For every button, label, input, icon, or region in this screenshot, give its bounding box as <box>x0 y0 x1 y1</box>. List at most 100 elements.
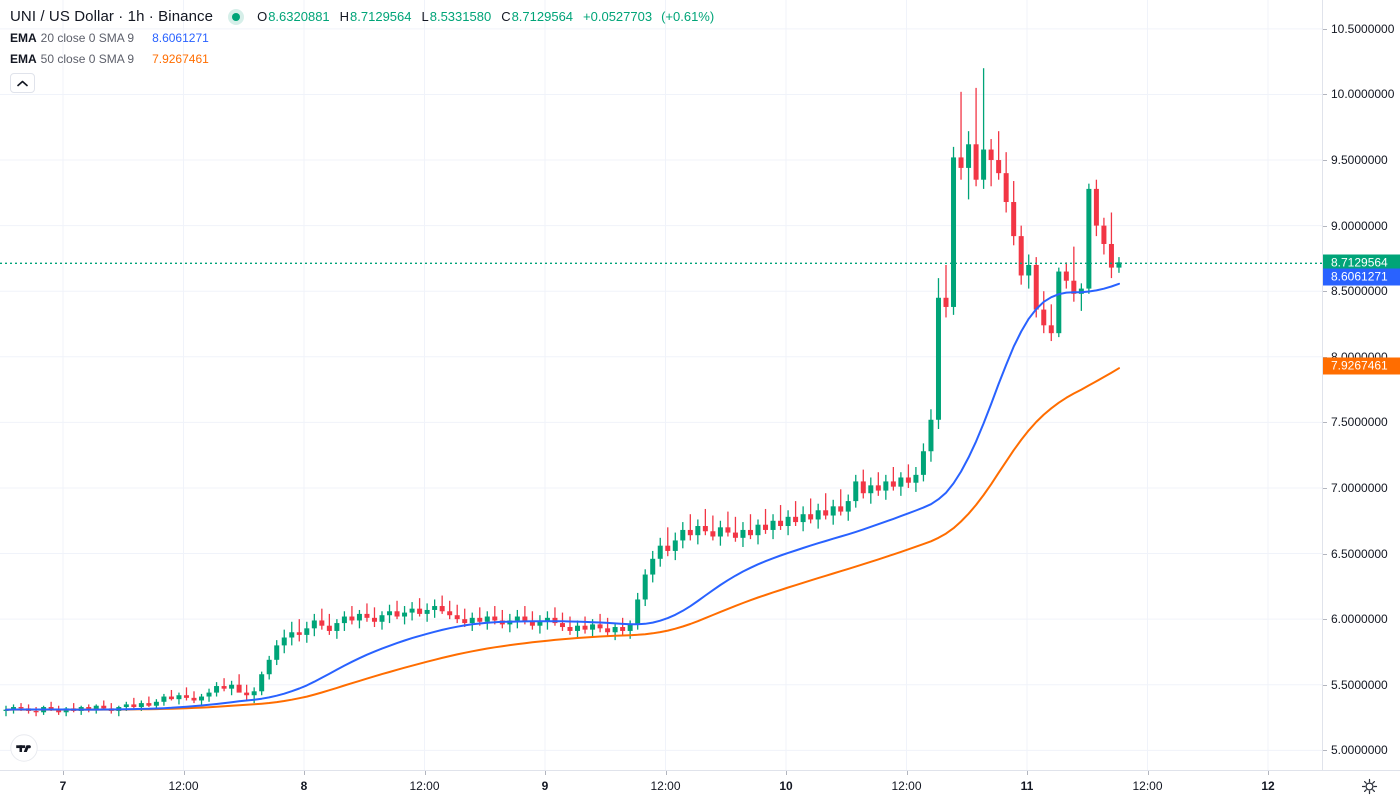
candle-body <box>11 707 17 710</box>
candle-body <box>1048 325 1054 334</box>
time-axis-tick <box>906 771 908 775</box>
price-axis-tick <box>1323 553 1327 555</box>
price-axis-tick <box>1323 160 1327 162</box>
legend-indicator-ema50[interactable]: EMA 50 close 0 SMA 9 7.9267461 <box>10 48 715 69</box>
time-axis-label: 12:00 <box>409 779 440 793</box>
chart-legend: UNI / US Dollar · 1h · Binance O8.632088… <box>10 6 715 93</box>
candle-body <box>319 620 325 626</box>
ema20-price-tag[interactable]: 8.6061271 <box>1323 268 1400 286</box>
candle-body <box>176 695 182 700</box>
candle-body <box>1108 243 1114 268</box>
price-axis-tick <box>1323 225 1327 227</box>
price-axis-label: 7.0000000 <box>1331 480 1388 495</box>
candle-body <box>815 510 821 520</box>
candle-body <box>259 674 265 692</box>
candle-body <box>244 692 250 696</box>
candle-body <box>18 707 24 709</box>
candle-body <box>567 627 573 631</box>
legend-indicator-ema20[interactable]: EMA 20 close 0 SMA 9 8.6061271 <box>10 27 715 48</box>
candle-body <box>763 524 769 530</box>
series-visibility-icon[interactable] <box>223 8 249 26</box>
price-axis-tick <box>1323 684 1327 686</box>
candle-body <box>920 451 926 475</box>
time-axis-label: 12:00 <box>168 779 199 793</box>
candle-body <box>1041 309 1047 326</box>
price-axis-label: 5.0000000 <box>1331 743 1388 758</box>
candle-body <box>537 621 543 626</box>
candle-body <box>928 419 934 452</box>
candle-body <box>627 624 633 631</box>
candle-body <box>1101 225 1107 244</box>
ohlc-change-pct: (+0.61%) <box>661 9 715 24</box>
candle-body <box>702 526 708 532</box>
candle-body <box>755 524 761 536</box>
candle-body <box>672 540 678 551</box>
candle-body <box>935 297 941 420</box>
candle-body <box>597 624 603 629</box>
candle-body <box>221 686 227 689</box>
ema50-price-tag[interactable]: 7.9267461 <box>1323 357 1400 375</box>
candle-body <box>417 608 423 614</box>
tradingview-logo[interactable] <box>10 734 38 762</box>
candle-body <box>131 704 137 708</box>
candle-body <box>86 707 92 710</box>
time-axis-label: 7 <box>59 779 67 793</box>
candle-body <box>289 632 295 638</box>
time-axis-label: 8 <box>300 779 308 793</box>
candle-body <box>725 527 731 533</box>
gear-icon[interactable] <box>1361 778 1378 795</box>
ema50-line <box>5 367 1120 711</box>
candle-body <box>199 696 205 701</box>
symbol-title[interactable]: UNI / US Dollar · 1h · Binance <box>10 8 214 25</box>
candle-body <box>1018 236 1024 276</box>
candle-body <box>838 506 844 512</box>
candle-body <box>988 149 994 161</box>
candle-body <box>710 531 716 537</box>
candle-body <box>687 529 693 536</box>
price-axis-tick <box>1323 750 1327 752</box>
chevron-up-icon <box>17 80 28 86</box>
candle-body <box>191 697 197 701</box>
candle-body <box>665 545 671 551</box>
price-axis-tick <box>1323 28 1327 30</box>
candle-body <box>123 704 129 708</box>
candle-body <box>206 692 212 697</box>
legend-main-row: UNI / US Dollar · 1h · Binance O8.632088… <box>10 6 715 27</box>
candle-body <box>514 616 520 621</box>
candle-body <box>883 481 889 491</box>
chart-plot-area[interactable] <box>0 0 1322 770</box>
candle-body <box>274 645 280 660</box>
legend-collapse-button[interactable] <box>10 73 35 93</box>
indicator-name: EMA <box>10 51 37 66</box>
last-price-tag[interactable]: 8.7129564 <box>1323 254 1400 272</box>
candle-body <box>770 520 776 530</box>
price-axis-label: 9.5000000 <box>1331 153 1388 168</box>
candle-body <box>747 529 753 536</box>
price-axis-label: 6.0000000 <box>1331 612 1388 627</box>
candle-body <box>379 615 385 622</box>
candle-body <box>214 686 220 693</box>
candle-body <box>48 707 54 710</box>
time-scale[interactable]: 7 12:00 8 12:00 9 12:00 10 12:00 11 12:00 12 <box>0 770 1400 800</box>
candle-body <box>559 623 565 628</box>
candle-body <box>890 481 896 487</box>
candle-body <box>1071 280 1077 294</box>
candle-body <box>33 710 39 713</box>
candle-body <box>996 160 1002 174</box>
candle-body <box>402 612 408 617</box>
candle-body <box>845 501 851 512</box>
candle-body <box>236 684 242 693</box>
candle-body <box>229 684 235 689</box>
candle-body <box>966 144 972 168</box>
candle-body <box>898 477 904 487</box>
candle-body <box>635 599 641 625</box>
price-scale[interactable]: 10.5000000 10.0000000 9.5000000 9.0000000 8.… <box>1322 0 1400 770</box>
candle-body <box>1086 188 1092 289</box>
time-axis-label: 9 <box>541 779 549 793</box>
time-axis-tick <box>304 771 305 775</box>
candle-body <box>462 619 468 624</box>
candle-body <box>808 514 814 520</box>
time-axis-label: 12:00 <box>650 779 681 793</box>
price-axis-label: 6.5000000 <box>1331 546 1388 561</box>
